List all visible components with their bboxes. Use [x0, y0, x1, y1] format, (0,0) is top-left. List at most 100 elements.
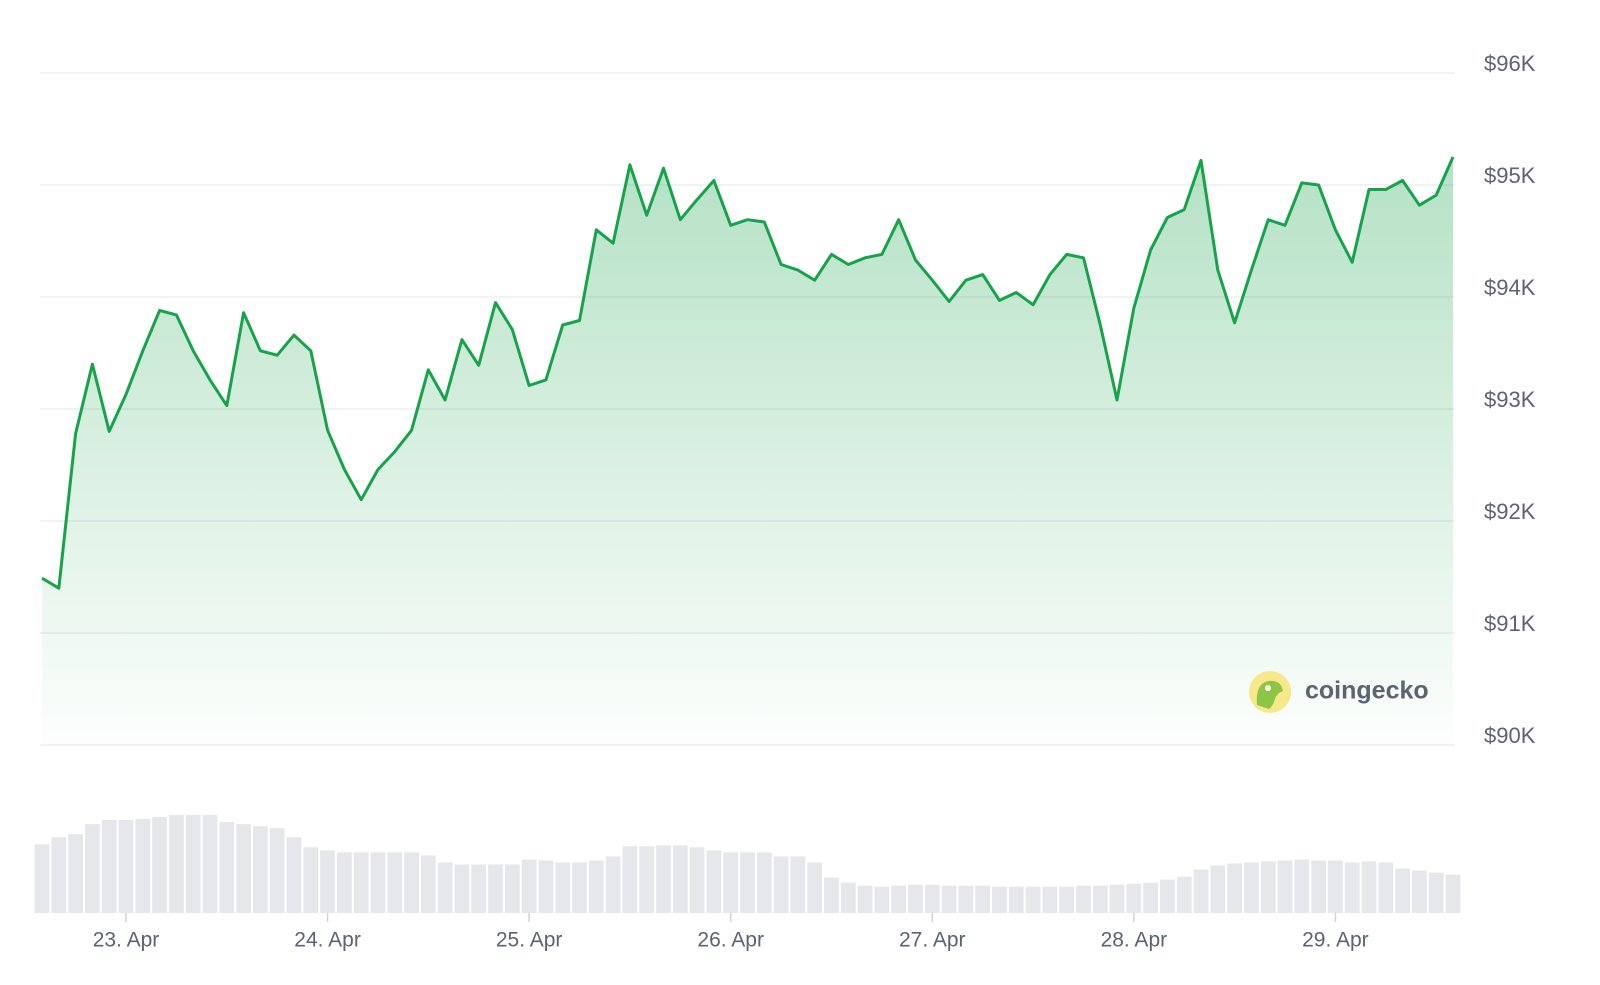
x-tick-label: 26. Apr	[697, 929, 764, 952]
volume-bar	[1328, 860, 1343, 913]
volume-bar	[1042, 886, 1058, 913]
volume-bar	[555, 862, 571, 913]
volume-bar	[236, 824, 251, 913]
volume-bar	[1143, 882, 1159, 913]
volume-bar	[807, 862, 823, 913]
volume-bar	[370, 852, 386, 913]
y-tick-label: $91K	[1484, 611, 1536, 636]
volume-bar	[1227, 863, 1243, 913]
area-fill	[42, 157, 1453, 745]
volume-bar	[572, 862, 587, 913]
volume-bar	[840, 882, 856, 913]
y-tick-label: $96K	[1484, 51, 1536, 76]
logo-gecko	[1256, 680, 1283, 709]
volume-bar	[874, 886, 890, 913]
volume-bar	[1076, 885, 1091, 913]
volume-bar	[824, 877, 839, 913]
volume-bar	[320, 850, 335, 913]
volume-bar	[1244, 862, 1259, 913]
x-tick-label: 24. Apr	[294, 929, 361, 952]
volume-bar	[219, 822, 235, 913]
volume-bar	[605, 856, 621, 913]
volume-bar	[992, 886, 1007, 913]
volume-bar	[790, 856, 806, 913]
volume-bar	[1160, 879, 1175, 913]
volume-bar	[689, 847, 705, 913]
volume-bar	[135, 819, 151, 913]
volume-bar	[740, 852, 755, 913]
volume-bar	[1428, 872, 1444, 913]
volume-bar	[639, 846, 655, 913]
volume-bar	[1445, 874, 1461, 913]
volume-bar	[656, 845, 671, 913]
x-tick-label: 23. Apr	[93, 929, 160, 952]
volume-bar	[1412, 870, 1427, 913]
volume-bar	[908, 884, 923, 913]
volume-bar	[202, 815, 218, 913]
volume-bar	[773, 856, 789, 913]
volume-bar	[286, 837, 302, 913]
volume-bar	[1344, 862, 1360, 913]
volume-bar	[34, 844, 50, 913]
volume-bar	[1193, 869, 1209, 913]
volume-bar	[1008, 886, 1024, 913]
volume-bar	[924, 884, 940, 913]
x-tick-label: 28. Apr	[1101, 929, 1168, 952]
volume-bar	[168, 815, 184, 913]
volume-bar	[1210, 865, 1226, 913]
logo-eye	[1265, 685, 1271, 691]
y-tick-label: $95K	[1484, 163, 1536, 188]
volume-bar	[672, 845, 688, 913]
volume-bar	[1126, 883, 1142, 913]
volume-bar	[51, 837, 67, 913]
volume-bar	[353, 852, 369, 913]
volume-bar	[958, 885, 974, 913]
volume-bar	[404, 852, 419, 913]
volume-bar	[336, 852, 352, 913]
x-tick-label: 29. Apr	[1302, 929, 1369, 952]
volume-bar	[1277, 860, 1293, 913]
volume-bar	[706, 850, 722, 913]
volume-bar	[185, 815, 201, 913]
volume-bar	[941, 885, 957, 913]
volume-bar	[588, 860, 604, 913]
plot: 23. Apr 24. Apr 25. Apr 26. Apr 27. Apr 28. A…	[34, 156, 1461, 952]
x-tick-label: 25. Apr	[496, 929, 563, 952]
y-tick-label: $90K	[1484, 723, 1536, 748]
volume-bar	[118, 820, 134, 913]
volume-bar	[857, 885, 873, 913]
volume-bar	[1260, 861, 1276, 913]
volume-bar	[622, 846, 638, 913]
volume-bar	[1092, 885, 1108, 913]
watermark: coingecko	[1305, 677, 1429, 705]
volume-bar	[975, 885, 991, 913]
logo: coingecko	[1249, 671, 1429, 713]
volume-bar	[1361, 861, 1377, 913]
y-tick-label: $93K	[1484, 387, 1536, 412]
volume-bar	[387, 852, 403, 913]
volume-bar	[152, 817, 167, 913]
price-line	[41, 156, 1455, 590]
volume-bar	[1109, 884, 1125, 913]
volume-bar	[437, 862, 453, 913]
y-tick-label: $94K	[1484, 275, 1536, 300]
volume-bar	[756, 852, 772, 913]
volume-bar	[1025, 886, 1041, 913]
volume-bar	[538, 860, 554, 913]
volume-bar	[269, 828, 285, 913]
y-tick-label: $92K	[1484, 499, 1536, 524]
volume-bar	[303, 847, 319, 913]
volume-bar	[471, 864, 487, 913]
volume-bar	[1311, 860, 1327, 913]
volume-bar	[1294, 859, 1310, 913]
volume-bar	[1395, 868, 1411, 913]
volume-bar	[454, 864, 470, 913]
volume-bar	[488, 864, 503, 913]
volume-bar	[521, 859, 537, 913]
volume-bar	[68, 834, 83, 913]
volume-bar	[84, 824, 100, 913]
volume-bar	[504, 864, 520, 913]
volume-bar	[1059, 886, 1075, 913]
